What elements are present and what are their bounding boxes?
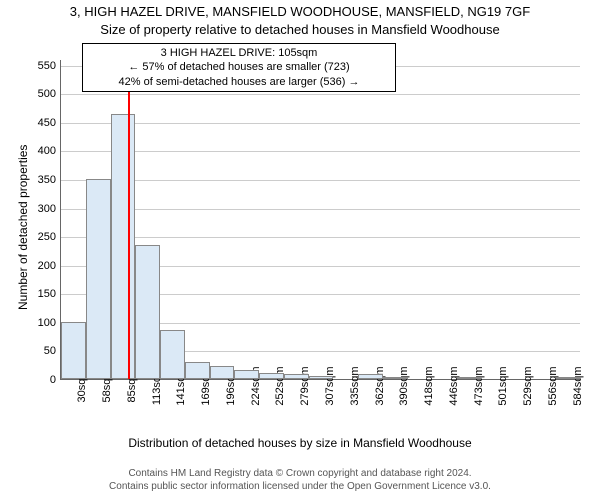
x-tick-label: 446sqm bbox=[448, 366, 460, 405]
y-tick-label: 200 bbox=[22, 260, 56, 272]
annotation-line-1: 3 HIGH HAZEL DRIVE: 105sqm bbox=[89, 46, 389, 60]
histogram-bar bbox=[259, 373, 284, 379]
x-tick-label: 473sqm bbox=[473, 366, 485, 405]
y-axis-label: Number of detached properties bbox=[16, 144, 30, 309]
grid-line bbox=[61, 180, 580, 181]
footer-line-1: Contains HM Land Registry data © Crown c… bbox=[0, 468, 600, 481]
x-tick-label: 307sqm bbox=[324, 366, 336, 405]
title-line-2: Size of property relative to detached ho… bbox=[0, 22, 600, 37]
grid-line bbox=[61, 209, 580, 210]
y-tick-label: 350 bbox=[22, 174, 56, 186]
y-tick-label: 50 bbox=[22, 345, 56, 357]
grid-line bbox=[61, 94, 580, 95]
histogram-bar bbox=[86, 179, 111, 379]
annotation-line-2: ← 57% of detached houses are smaller (72… bbox=[89, 60, 389, 74]
x-tick-label: 418sqm bbox=[423, 366, 435, 405]
histogram-bar bbox=[556, 377, 581, 379]
histogram-bar bbox=[457, 377, 482, 379]
y-tick-label: 100 bbox=[22, 317, 56, 329]
histogram-bar bbox=[234, 370, 259, 379]
x-tick-label: 362sqm bbox=[374, 366, 386, 405]
y-tick-label: 400 bbox=[22, 145, 56, 157]
histogram-bar bbox=[111, 114, 136, 379]
reference-line bbox=[128, 60, 130, 379]
x-tick-label: 556sqm bbox=[547, 366, 559, 405]
x-tick-label: 501sqm bbox=[497, 366, 509, 405]
grid-line bbox=[61, 123, 580, 124]
histogram-bar bbox=[210, 366, 235, 379]
x-tick-label: 390sqm bbox=[398, 366, 410, 405]
plot-area bbox=[60, 60, 580, 380]
x-tick-label: 335sqm bbox=[349, 366, 361, 405]
y-tick-label: 150 bbox=[22, 288, 56, 300]
histogram-bar bbox=[383, 377, 408, 379]
x-tick-label: 584sqm bbox=[572, 366, 584, 405]
histogram-bar bbox=[309, 376, 334, 379]
y-tick-label: 450 bbox=[22, 117, 56, 129]
title-line-1: 3, HIGH HAZEL DRIVE, MANSFIELD WOODHOUSE… bbox=[0, 4, 600, 19]
histogram-bar bbox=[185, 362, 210, 379]
footer-attribution: Contains HM Land Registry data © Crown c… bbox=[0, 468, 600, 493]
histogram-bar bbox=[284, 374, 309, 379]
footer-line-2: Contains public sector information licen… bbox=[0, 481, 600, 494]
grid-line bbox=[61, 151, 580, 152]
x-tick-label: 252sqm bbox=[274, 366, 286, 405]
histogram-bar bbox=[135, 245, 160, 379]
y-tick-label: 550 bbox=[22, 60, 56, 72]
y-tick-label: 250 bbox=[22, 231, 56, 243]
grid-line bbox=[61, 237, 580, 238]
y-tick-label: 300 bbox=[22, 203, 56, 215]
x-tick-label: 529sqm bbox=[522, 366, 534, 405]
annotation-box: 3 HIGH HAZEL DRIVE: 105sqm ← 57% of deta… bbox=[82, 43, 396, 92]
annotation-line-3: 42% of semi-detached houses are larger (… bbox=[89, 75, 389, 89]
x-axis-label: Distribution of detached houses by size … bbox=[0, 436, 600, 450]
y-tick-label: 0 bbox=[22, 374, 56, 386]
y-tick-label: 500 bbox=[22, 88, 56, 100]
histogram-bar bbox=[358, 374, 383, 379]
histogram-bar bbox=[61, 322, 86, 379]
x-tick-label: 279sqm bbox=[299, 366, 311, 405]
histogram-bar bbox=[160, 330, 185, 379]
